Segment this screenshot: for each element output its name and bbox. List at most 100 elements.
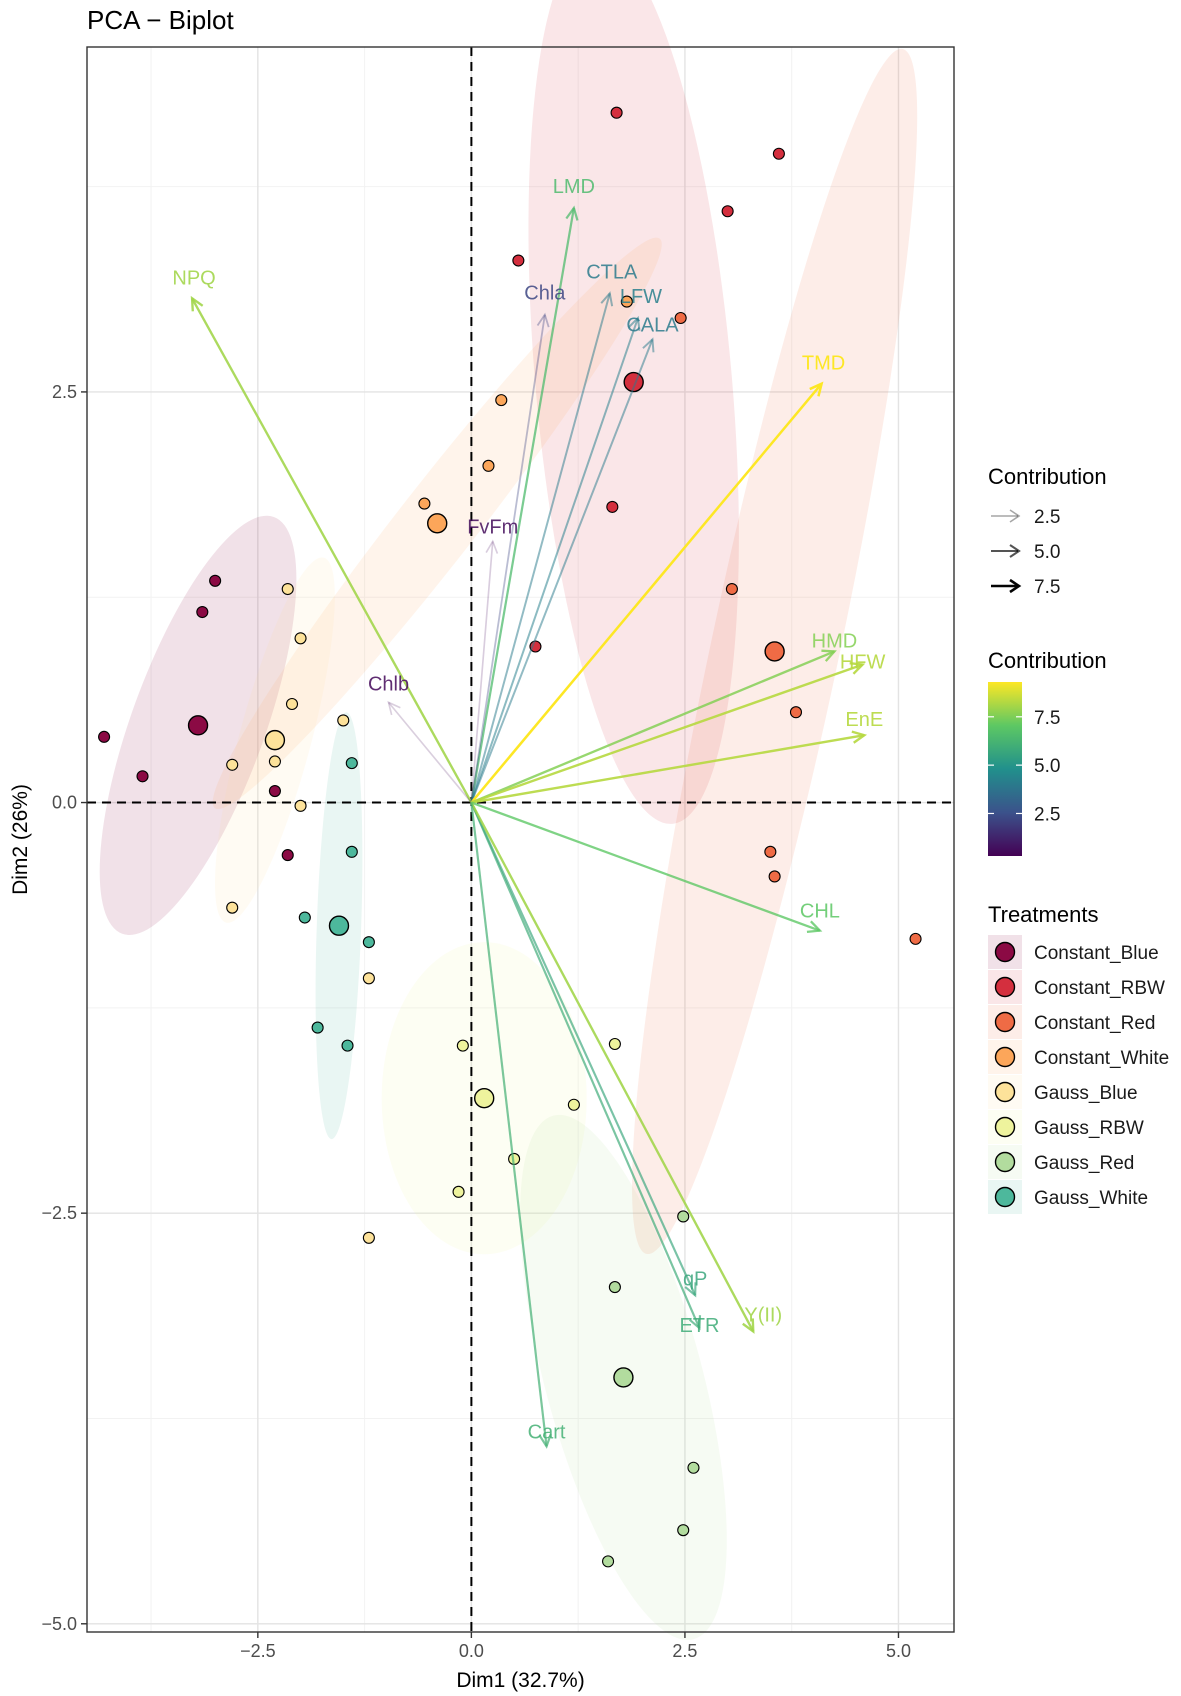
variable-label: Chla <box>524 283 566 305</box>
data-point <box>687 1461 700 1474</box>
arrowhead-hfw <box>849 661 866 675</box>
data-point <box>281 582 294 596</box>
reference-lines <box>87 47 954 1632</box>
chart-title: PCA − Biplot <box>87 5 234 35</box>
data-point <box>209 574 222 587</box>
arrowhead-tmd <box>809 381 824 397</box>
group-centroid <box>764 641 785 662</box>
x-tick-label: 0.0 <box>459 1641 484 1661</box>
arrowhead-etr <box>688 1315 702 1331</box>
variable-label: CHL <box>800 901 840 923</box>
variable-label: qP <box>683 1268 707 1290</box>
data-point <box>452 1185 465 1198</box>
data-point <box>268 755 281 768</box>
data-point <box>608 1037 621 1051</box>
data-point <box>456 1039 469 1052</box>
data-point <box>789 706 803 719</box>
variable-label: ETR <box>679 1315 719 1337</box>
legend-treatment-swatch <box>994 941 1016 963</box>
data-point <box>482 459 495 472</box>
arrow-npq <box>191 297 473 804</box>
variable-label: CTLA <box>586 261 638 283</box>
arrowhead-lfw <box>628 315 641 332</box>
legend-size-arrowhead <box>1009 509 1021 523</box>
plot-panel <box>87 47 954 1632</box>
x-tick-label: 2.5 <box>672 1641 697 1661</box>
arrowhead-chl <box>806 920 823 934</box>
legend-treatment-label: Constant_Blue <box>1034 943 1159 964</box>
arrowhead-cart <box>538 1433 552 1449</box>
data-point <box>606 500 619 513</box>
arrow-cart <box>470 802 548 1447</box>
data-point <box>268 784 281 798</box>
legend-treatment-label: Gauss_Red <box>1034 1153 1134 1174</box>
data-point <box>567 1098 580 1111</box>
legend-treatment-swatch <box>994 1081 1016 1103</box>
legend-colorbar-label: 5.0 <box>1034 756 1060 777</box>
variable-label: LMD <box>553 176 595 198</box>
variable-label: HFW <box>840 652 886 674</box>
data-point <box>226 758 239 771</box>
variable-label: TMD <box>802 353 845 375</box>
arrowhead-chlb <box>387 700 401 716</box>
data-point <box>909 932 922 945</box>
data-point <box>362 972 375 985</box>
legend-size-label: 5.0 <box>1034 542 1060 563</box>
legend-size-label: 2.5 <box>1034 507 1060 528</box>
legend-treatment-swatch <box>994 976 1016 998</box>
arrow-hfw <box>470 663 864 804</box>
group-centroid <box>427 513 448 534</box>
data-point <box>602 1555 615 1568</box>
data-point <box>337 714 350 727</box>
data-point <box>362 1231 375 1244</box>
legend-treatment-swatch <box>994 1116 1016 1138</box>
data-point <box>136 770 149 783</box>
legend-treatment-label: Constant_RBW <box>1034 978 1165 999</box>
arrowhead-hmd <box>821 649 837 662</box>
data-point <box>294 799 307 812</box>
legend-treatments-title: Treatments <box>988 902 1098 927</box>
variable-label: NPQ <box>172 267 215 289</box>
data-point <box>98 730 111 743</box>
arrow-cala <box>470 339 654 803</box>
y-tick-label: 0.0 <box>52 793 77 813</box>
legend-treatment-swatch <box>994 1046 1016 1068</box>
arrowhead-cala <box>642 337 655 353</box>
legend-colorbar <box>988 682 1022 856</box>
data-point <box>677 1210 690 1223</box>
arrowhead-fvfm <box>485 539 499 554</box>
axes: −2.5 0.0 2.5 5.0 2.5 0.0 −2.5 −5.0 <box>41 382 911 1661</box>
arrow-chla <box>470 314 546 803</box>
variable-label: EnE <box>845 709 883 731</box>
arrow-lmd <box>470 207 575 803</box>
data-point <box>285 697 299 711</box>
variable-label: Y(II) <box>744 1304 782 1326</box>
data-point <box>772 147 785 160</box>
data-point <box>418 497 431 510</box>
legend-treatment-swatch <box>994 1151 1016 1173</box>
legend-colorbar-label: 2.5 <box>1034 804 1060 825</box>
arrowhead-ctla <box>600 291 614 307</box>
group-centroid <box>187 715 209 736</box>
legend-treatment-label: Gauss_White <box>1034 1188 1148 1209</box>
variable-label: FvFm <box>467 516 518 538</box>
data-point <box>345 845 358 858</box>
arrow-chl <box>470 801 821 932</box>
data-point <box>674 311 687 325</box>
arrow-chlb <box>387 701 473 804</box>
arrowhead-y(ii) <box>742 1318 755 1334</box>
legend-size-arrowhead <box>1009 544 1021 558</box>
legend-size-title: Contribution <box>988 464 1107 489</box>
variable-label: Chlb <box>368 673 409 695</box>
arrowhead-chla <box>536 312 550 328</box>
data-point <box>196 605 209 619</box>
data-point <box>608 1281 621 1294</box>
variable-arrows <box>190 205 868 1449</box>
variable-label: HMD <box>812 630 858 652</box>
variable-label: Cart <box>528 1421 566 1443</box>
arrow-ene <box>471 734 865 804</box>
data-point <box>226 901 239 914</box>
group-centroid <box>328 915 350 936</box>
y-tick-label: −5.0 <box>41 1614 77 1634</box>
